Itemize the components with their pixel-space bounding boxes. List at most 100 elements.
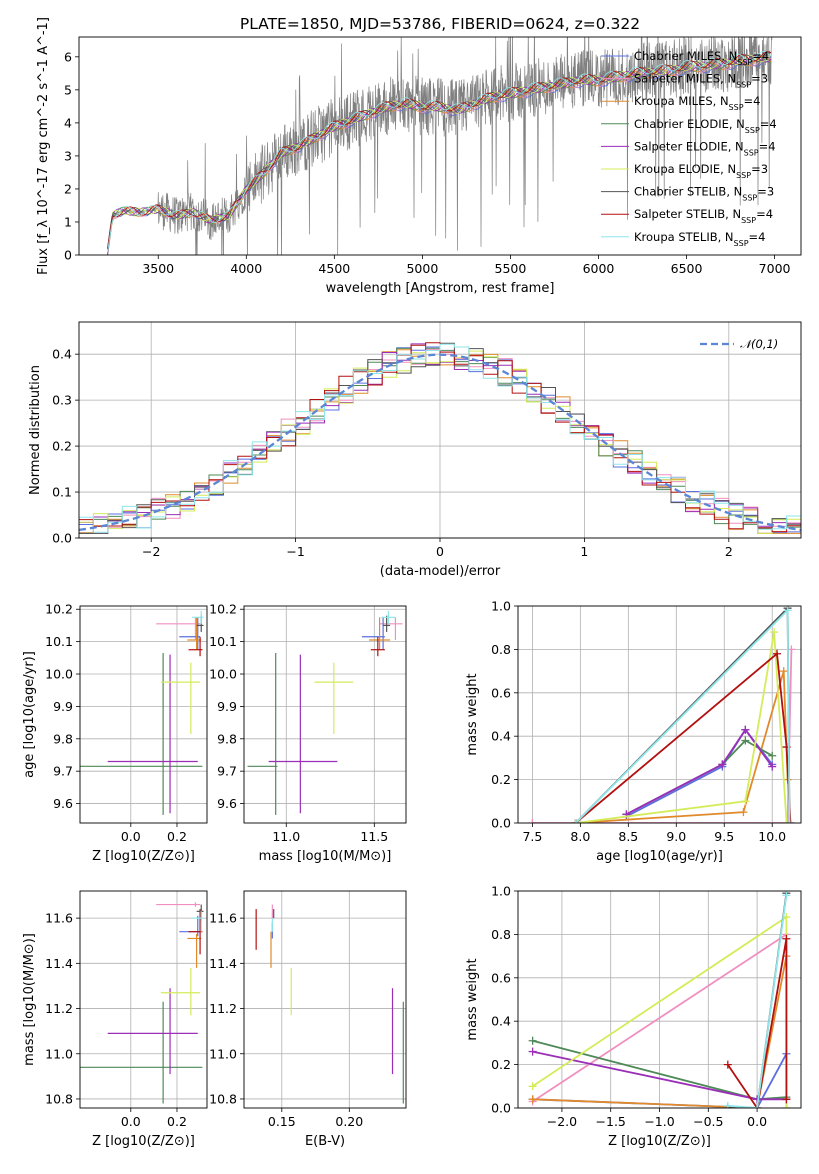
mass-weight-marker [768, 762, 777, 771]
x-tick-label: 8.5 [618, 829, 638, 844]
y-tick-label: 0.3 [52, 393, 72, 408]
normal-reference-curve [79, 353, 801, 532]
model-spectrum-line [107, 56, 772, 250]
subscript: SSP [745, 125, 760, 134]
x-tick-label: 5500 [495, 261, 527, 276]
y-axis-label: Flux [f_λ 10^-17 erg cm^-2 s^-1 A^-1] [36, 17, 51, 275]
x-tick-label: 6500 [671, 261, 703, 276]
mass-weight-marker [723, 1060, 732, 1069]
x-axis-label: mass [log10(M/M⊙)] [259, 849, 392, 864]
x-tick-label: 0.0 [121, 1114, 141, 1129]
y-tick-label: 11.0 [45, 1046, 73, 1061]
axes-frame [79, 605, 208, 824]
x-tick-label: −2.0 [547, 1114, 577, 1129]
y-tick-label: 0.4 [491, 729, 511, 744]
y-tick-label: 10.0 [45, 667, 73, 682]
y-tick-label: 1.0 [491, 884, 511, 899]
mass-weight-line [625, 728, 773, 816]
plot-area [80, 902, 204, 1104]
y-tick-label: 11.6 [209, 911, 237, 926]
y-tick-label: 2 [64, 181, 72, 196]
residual-histogram-step [79, 343, 801, 533]
mass-weight-marker [782, 819, 791, 823]
x-tick-label: 0.15 [268, 1114, 296, 1129]
axes-frame [243, 890, 407, 1109]
mass-weight-marker [723, 1101, 732, 1108]
subscript: SSP [742, 193, 757, 202]
x-axis-label: Z [log10(Z/Z⊙)] [608, 1134, 711, 1149]
y-tick-label: 11.2 [45, 1001, 73, 1016]
x-tick-label: 10.0 [758, 829, 786, 844]
y-tick-label: 0.6 [491, 685, 511, 700]
legend: Chabrier MILES, NSSP=4 Salpeter MILES, NS… [601, 49, 777, 247]
mass-weight-line [575, 651, 792, 823]
y-tick-label: 5 [64, 82, 72, 97]
y-tick-label: 0.8 [491, 927, 511, 942]
mass-weight-marker [783, 606, 792, 615]
x-axis-label: E(B-V) [305, 1134, 345, 1149]
mass-weight-marker [741, 736, 750, 745]
y-tick-label: 6 [64, 49, 72, 64]
x-axis-label: age [log10(age/yr)] [596, 849, 723, 864]
mass-weight-marker [782, 934, 791, 943]
x-tick-label: −1.5 [596, 1114, 626, 1129]
axes-frame [78, 36, 802, 256]
legend-label: Salpeter MILES, NSSP=3 [634, 72, 768, 90]
y-axis-label: mass [log10(M/M⊙)] [22, 933, 37, 1066]
y-tick-label: 0.0 [52, 531, 72, 546]
y-tick-label: 0.0 [491, 1101, 511, 1116]
mass-weight-marker [782, 891, 791, 900]
x-tick-label: 9.5 [714, 829, 734, 844]
subscript: SSP [734, 238, 749, 247]
plot-area [107, 37, 773, 255]
y-tick-label: 0.4 [491, 1014, 511, 1029]
x-tick-label: 0.0 [121, 829, 141, 844]
x-tick-label: −1.0 [644, 1114, 674, 1129]
x-tick-label: 0.0 [747, 1114, 767, 1129]
x-tick-label: 0.20 [335, 1114, 363, 1129]
x-tick-label: 3500 [142, 261, 174, 276]
y-tick-label: 9.9 [217, 699, 237, 714]
observed-spectrum [107, 37, 773, 255]
x-tick-label: 1 [580, 544, 588, 559]
subscript: SSP [729, 103, 744, 112]
y-tick-label: 11.0 [209, 1046, 237, 1061]
mass-weight-line [727, 895, 788, 1108]
y-tick-label: 10.2 [45, 602, 73, 617]
mass-weight-marker [741, 797, 750, 806]
model-spectrum-line [107, 55, 772, 255]
plot-area [528, 891, 791, 1108]
legend-label: Chabrier STELIB, NSSP=3 [634, 185, 774, 203]
mass-weight-marker [528, 1082, 537, 1091]
mass-weight-marker [739, 808, 748, 817]
x-tick-label: 7.5 [522, 829, 542, 844]
mass-weight-line [574, 608, 791, 823]
axes-frame [517, 605, 802, 824]
x-tick-label: 0.2 [167, 1114, 187, 1129]
residuals-panel: −2 −1 0 1 2 0.0 0.1 0.2 0.3 0.4 (data-model)/error… [28, 321, 802, 579]
y-tick-label: 0 [64, 248, 72, 263]
y-tick-label: 0.4 [52, 347, 72, 362]
plot-area [255, 904, 404, 1104]
y-tick-label: 10.1 [45, 634, 73, 649]
subscript: SSP [737, 58, 752, 67]
model-spectrum-line [107, 51, 772, 250]
y-tick-label: 9.9 [53, 699, 73, 714]
mass-weight-marker [528, 1095, 537, 1104]
x-tick-label: 11.5 [360, 829, 388, 844]
y-axis-label: mass weight [465, 673, 480, 755]
y-tick-label: 9.6 [217, 796, 237, 811]
y-tick-label: 10.1 [209, 634, 237, 649]
axes-frame [79, 890, 208, 1109]
mass-weight-marker [741, 725, 750, 734]
mass-weight-marker [782, 1095, 791, 1104]
weight-vs-metallicity-panel: −2.0 −1.5 −1.0 −0.5 0.0 0.0 0.2 0.4 0.6 0.8 1.0 Z [… [465, 884, 802, 1149]
mass-vs-ebv-panel: 0.15 0.20 10.8 11.0 11.2 11.4 11.6 E(B-V) [209, 890, 407, 1149]
y-tick-label: 10.8 [45, 1091, 73, 1106]
spectrum-panel: 3500 4000 4500 5000 5500 6000 6500 7000 0 1 2 3 4 5 6 w… [36, 17, 802, 296]
x-tick-label: 2 [725, 544, 733, 559]
y-axis-label: mass weight [465, 958, 480, 1040]
x-tick-label: 11.0 [272, 829, 300, 844]
model-spectrum-line [107, 51, 772, 253]
